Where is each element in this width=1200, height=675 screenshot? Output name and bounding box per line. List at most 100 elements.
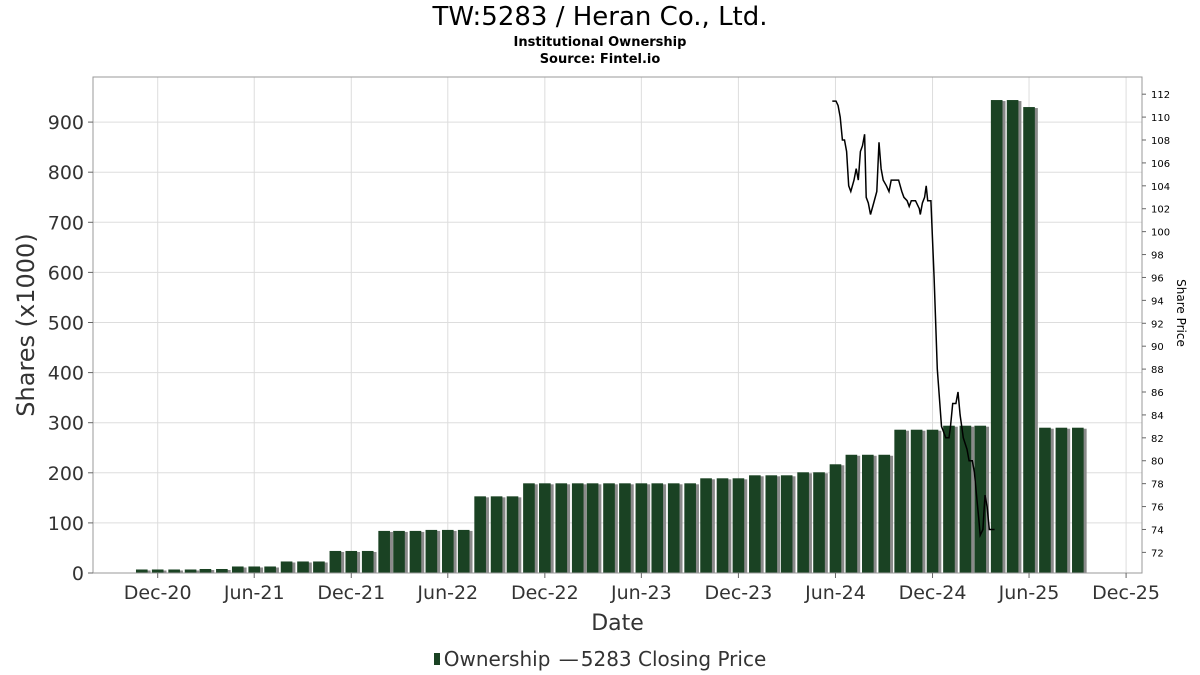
ownership-bar: [667, 483, 680, 573]
ownership-bar: [441, 529, 454, 573]
ownership-bar: [457, 529, 470, 573]
ownership-bar: [1039, 427, 1051, 573]
ownership-bar: [555, 483, 568, 573]
ownership-bar: [829, 464, 842, 573]
y-tick-label: 800: [48, 162, 84, 184]
ownership-bar: [974, 425, 987, 573]
ownership-bar: [523, 483, 535, 573]
y-tick-label: 200: [48, 463, 84, 485]
ownership-bar: [425, 529, 438, 573]
y2-tick-label: 78: [1151, 480, 1164, 491]
ownership-bar: [313, 561, 325, 573]
ownership-bar: [894, 429, 906, 573]
y-axis-label: Shares (x1000): [12, 233, 40, 416]
x-tick-label: Dec-25: [1092, 582, 1160, 604]
y2-tick-label: 104: [1151, 182, 1170, 193]
ownership-bar: [635, 483, 648, 573]
price-line: [832, 100, 995, 539]
x-tick-label: Jun-23: [610, 582, 672, 604]
ownership-bar: [684, 483, 696, 573]
ownership-bar: [878, 454, 891, 573]
grid-lines: [93, 77, 1142, 574]
y2-tick-label: 94: [1151, 296, 1164, 307]
ownership-bar: [539, 483, 551, 573]
y2-tick-label: 82: [1151, 434, 1164, 445]
ownership-bar: [361, 550, 374, 573]
ownership-bar: [716, 478, 729, 573]
ownership-bar: [474, 496, 486, 573]
axes: 0 100 200 300 400 500 600 700 800 900 72 74 76 78 80 82…: [48, 90, 1170, 604]
legend-price-label: 5283 Closing Price: [580, 647, 767, 671]
ownership-bar: [571, 483, 584, 573]
ownership-bar: [199, 568, 212, 573]
y2-tick-label: 110: [1151, 113, 1170, 124]
ownership-bar: [1023, 107, 1035, 573]
y2-tick-label: 90: [1151, 342, 1164, 353]
ownership-bar: [151, 569, 164, 573]
plot-frame: [92, 76, 1143, 574]
y-tick-label: 700: [48, 212, 84, 234]
ownership-bar: [813, 472, 825, 573]
y2-tick-label: 100: [1151, 228, 1170, 239]
x-tick-label: Dec-20: [124, 582, 192, 604]
ownership-bar: [990, 100, 1003, 574]
x-tick-label: Dec-23: [705, 582, 773, 604]
y2-tick-label: 86: [1151, 388, 1164, 399]
ownership-bar: [231, 566, 244, 573]
legend-ownership-swatch: [433, 653, 440, 665]
y2-tick-label: 74: [1151, 525, 1164, 536]
ownership-bar: [943, 425, 955, 573]
ownership-bar: [216, 568, 228, 573]
y2-tick-label: 76: [1151, 503, 1164, 514]
ownership-bar: [1055, 427, 1068, 573]
y2-tick-label: 98: [1151, 251, 1164, 262]
ownership-bar: [926, 429, 939, 573]
ownership-bars: [135, 100, 1087, 574]
ownership-bar: [651, 483, 664, 573]
ownership-bar: [168, 569, 180, 573]
ownership-bar: [959, 425, 972, 573]
legend: Ownership —5283 Closing Price: [0, 647, 1200, 671]
y2-tick-label: 84: [1151, 411, 1164, 422]
ownership-bar: [184, 569, 197, 573]
ownership-bar: [586, 483, 599, 573]
ownership-bar: [910, 429, 923, 573]
ownership-bar: [135, 569, 148, 573]
chart-subtitle: Institutional Ownership: [513, 35, 687, 50]
ownership-bar: [393, 530, 405, 573]
ownership-bar: [1006, 100, 1019, 574]
x-tick-label: Jun-21: [223, 582, 285, 604]
chart-source: Source: Fintel.io: [539, 52, 661, 67]
ownership-bar: [378, 530, 390, 573]
y2-tick-label: 102: [1151, 205, 1170, 216]
ownership-bar: [409, 530, 422, 573]
y-tick-label: 600: [48, 262, 84, 284]
y2-tick-label: 88: [1151, 365, 1164, 376]
x-tick-label: Dec-22: [511, 582, 579, 604]
y2-tick-label: 112: [1151, 90, 1170, 101]
ownership-bar: [264, 566, 276, 573]
x-tick-label: Jun-22: [416, 582, 478, 604]
x-tick-label: Jun-25: [998, 582, 1060, 604]
ownership-bar: [1072, 427, 1084, 573]
ownership-bar: [329, 550, 342, 573]
ownership-bar: [862, 454, 874, 573]
ownership-bar: [700, 478, 712, 573]
x-tick-label: Dec-24: [899, 582, 967, 604]
legend-price-swatch: —: [558, 647, 579, 671]
y-tick-label: 300: [48, 413, 84, 435]
ownership-bar: [297, 561, 309, 573]
y2-tick-label: 106: [1151, 159, 1170, 170]
ownership-bar: [749, 475, 761, 573]
y2-axis-label: Share Price: [1174, 279, 1188, 347]
ownership-bar: [619, 483, 631, 573]
ownership-bar: [845, 454, 858, 573]
y2-tick-label: 96: [1151, 273, 1164, 284]
ownership-bar: [603, 483, 615, 573]
ownership-bar: [490, 496, 503, 573]
ownership-bar: [345, 550, 358, 573]
x-axis-label: Date: [591, 611, 644, 636]
y2-tick-label: 92: [1151, 319, 1164, 330]
x-tick-label: Dec-21: [317, 582, 385, 604]
y2-tick-label: 72: [1151, 548, 1164, 559]
